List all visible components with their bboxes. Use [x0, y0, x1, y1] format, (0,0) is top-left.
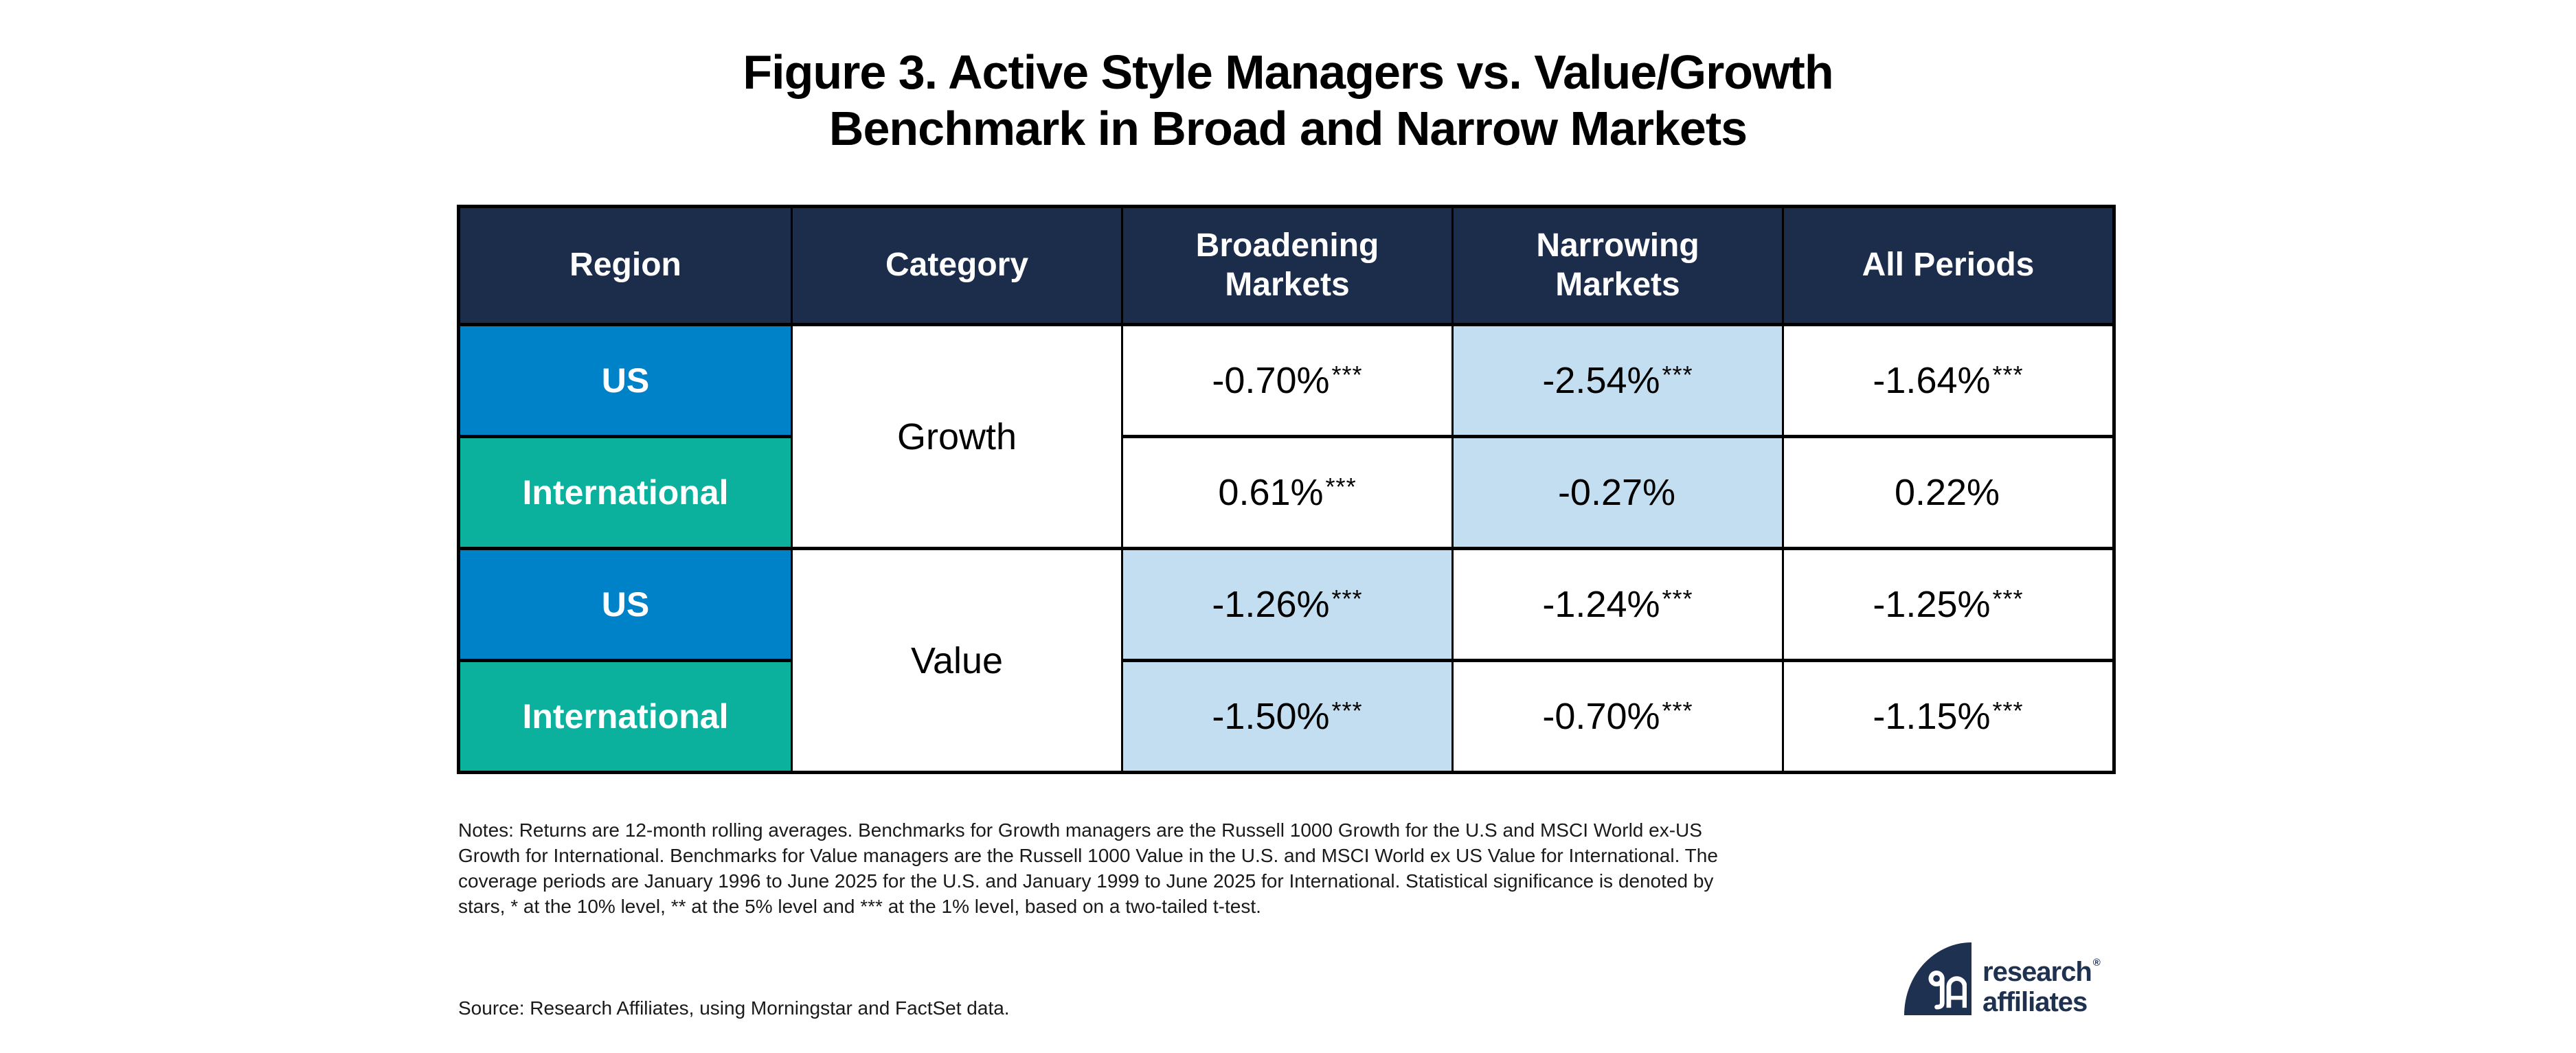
region-cell-international-value: International — [460, 659, 791, 771]
value-text: -1.25%*** — [1873, 584, 2024, 625]
value-cell: 0.22% — [1782, 435, 2112, 547]
value-cell: -1.26%*** — [1121, 547, 1451, 659]
header-all-periods-label: All Periods — [1862, 247, 2035, 284]
header-category-label: Category — [885, 247, 1029, 284]
value-text: -2.54%*** — [1542, 360, 1693, 401]
value-text: -0.70%*** — [1542, 696, 1693, 737]
figure-title: Figure 3. Active Style Managers vs. Valu… — [0, 44, 2576, 157]
value-text: -1.64%*** — [1873, 360, 2024, 401]
value-text: 0.61%*** — [1218, 472, 1357, 513]
ra-logo-badge — [1904, 942, 1971, 1015]
region-label: International — [522, 473, 729, 512]
value-text: 0.22% — [1894, 472, 2000, 513]
value-text: -1.24%*** — [1542, 584, 1693, 625]
region-label: International — [522, 697, 729, 736]
category-cell-growth: Growth — [791, 323, 1121, 547]
ra-logo-line2: affiliates — [1982, 987, 2088, 1017]
category-cell-value: Value — [791, 547, 1121, 771]
region-cell-international-growth: International — [460, 435, 791, 547]
figure-notes: Notes: Returns are 12-month rolling aver… — [458, 819, 1718, 917]
value-text: -1.50%*** — [1212, 696, 1363, 737]
header-category: Category — [791, 208, 1121, 323]
ra-logo-line1: research ® — [1982, 957, 2101, 987]
region-label: US — [601, 585, 650, 624]
value-cell: -1.15%*** — [1782, 659, 2112, 771]
value-cell: -0.27% — [1451, 435, 1782, 547]
header-region-label: Region — [569, 247, 681, 284]
figure-source: Source: Research Affiliates, using Morni… — [458, 997, 1010, 1019]
region-label: US — [601, 361, 650, 400]
value-text: -0.27% — [1557, 472, 1676, 513]
header-region: Region — [460, 208, 791, 323]
category-label: Value — [910, 639, 1004, 681]
value-cell: -1.50%*** — [1121, 659, 1451, 771]
figure-title-line1: Figure 3. Active Style Managers vs. Valu… — [743, 45, 1833, 99]
value-cell: -1.25%*** — [1782, 547, 2112, 659]
value-cell: -0.70%*** — [1451, 659, 1782, 771]
value-text: -1.26%*** — [1212, 584, 1363, 625]
header-narrowing-markets-label: Narrowing Markets — [1536, 227, 1699, 303]
region-cell-us-value: US — [460, 547, 791, 659]
ra-monogram-icon — [1928, 971, 1967, 1010]
value-text: -0.70%*** — [1212, 360, 1363, 401]
value-cell: -2.54%*** — [1451, 323, 1782, 435]
value-text: -1.15%*** — [1873, 696, 2024, 737]
value-cell: -0.70%*** — [1121, 323, 1451, 435]
header-all-periods: All Periods — [1782, 208, 2112, 323]
ra-logo-text: research ® affiliates — [1982, 948, 2101, 1017]
region-cell-us-growth: US — [460, 323, 791, 435]
header-broadening-markets: Broadening Markets — [1121, 208, 1451, 323]
research-affiliates-logo: research ® affiliates — [1904, 942, 2101, 1017]
value-cell: -1.24%*** — [1451, 547, 1782, 659]
value-cell: 0.61%*** — [1121, 435, 1451, 547]
registered-trademark-mark: ® — [2092, 957, 2101, 969]
value-cell: -1.64%*** — [1782, 323, 2112, 435]
category-label: Growth — [896, 416, 1017, 457]
header-broadening-markets-label: Broadening Markets — [1195, 227, 1379, 303]
results-table: Region Category Broadening Markets Narro… — [457, 205, 2116, 774]
header-narrowing-markets: Narrowing Markets — [1451, 208, 1782, 323]
figure-title-line2: Benchmark in Broad and Narrow Markets — [828, 102, 1748, 155]
